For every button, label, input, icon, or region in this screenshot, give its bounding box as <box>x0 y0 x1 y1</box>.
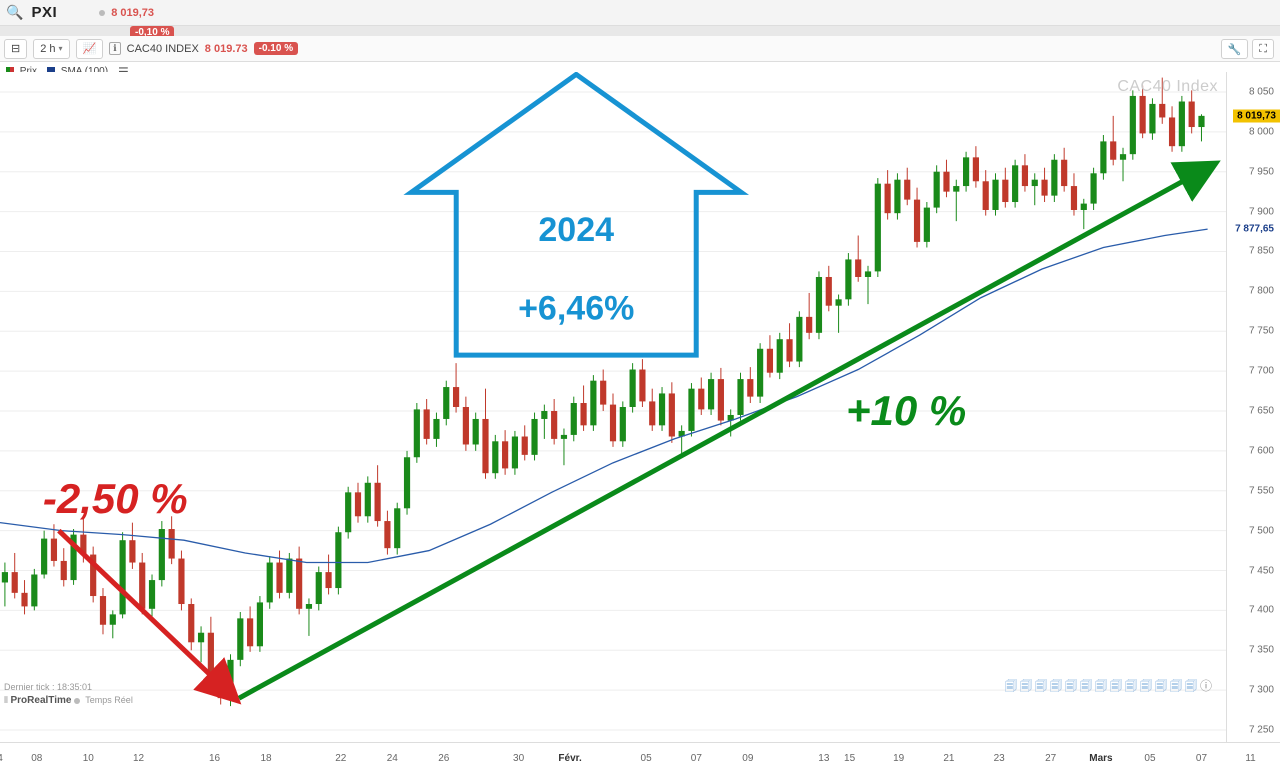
y-tick-label: 7 500 <box>1249 525 1274 536</box>
x-tick-label: 22 <box>335 753 346 764</box>
y-tick-label: 8 050 <box>1249 86 1274 97</box>
brand-label: ProRealTime <box>10 695 71 706</box>
x-tick-label: Févr. <box>558 753 581 764</box>
y-axis: 7 250 7 300 7 350 7 400 7 450 7 500 7 550 7 600… <box>1226 72 1280 742</box>
y-tick-label: 7 450 <box>1249 565 1274 576</box>
svg-text:2024: 2024 <box>538 211 614 249</box>
copy-icon[interactable]: 🗐 <box>1110 677 1122 698</box>
y-tick-label: 7 600 <box>1249 445 1274 456</box>
copy-icon[interactable]: 🗐 <box>1170 677 1182 698</box>
y-tick-label: 7 550 <box>1249 485 1274 496</box>
x-tick-label: 27 <box>1045 753 1056 764</box>
y-tick-label: 7 700 <box>1249 366 1274 377</box>
x-tick-label: 07 <box>1196 753 1207 764</box>
last-price: 8 019,73 <box>99 7 154 19</box>
ticker-symbol[interactable]: PXI <box>31 4 57 21</box>
y-tick-label: 7 800 <box>1249 286 1274 297</box>
x-tick-label: 18 <box>260 753 271 764</box>
x-tick-label: 16 <box>209 753 220 764</box>
index-pct-badge: -0.10 % <box>254 42 298 55</box>
info-icon[interactable]: ℹ <box>109 42 120 55</box>
x-tick-label: 30 <box>513 753 524 764</box>
x-tick-label: 11 <box>1245 753 1255 764</box>
info-icon[interactable]: ⓘ <box>1200 677 1212 698</box>
copy-icon[interactable]: 🗐 <box>1140 677 1152 698</box>
copy-icon[interactable]: 🗐 <box>1050 677 1062 698</box>
settings-button[interactable]: 🔧 <box>1221 39 1249 59</box>
y-tick-label: 8 000 <box>1249 126 1274 137</box>
search-icon[interactable]: 🔍 <box>6 4 23 21</box>
x-tick-label: Mars <box>1089 753 1112 764</box>
copy-icon[interactable]: 🗐 <box>1020 677 1032 698</box>
sma-price-marker: 7 877,65 <box>1235 224 1274 235</box>
x-tick-label: 12 <box>133 753 144 764</box>
x-tick-label: 10 <box>83 753 94 764</box>
current-price-marker: 8 019,73 <box>1233 110 1280 123</box>
copy-icon[interactable]: 🗐 <box>1035 677 1047 698</box>
timeframe-selector[interactable]: 2 h ▾ <box>33 39 69 59</box>
copy-icon[interactable]: 🗐 <box>1095 677 1107 698</box>
chart-area[interactable]: 2024+6,46% CAC40 Index 7 2507 3007 3507 … <box>0 72 1280 742</box>
copy-icon[interactable]: 🗐 <box>1065 677 1077 698</box>
y-tick-label: 7 400 <box>1249 605 1274 616</box>
copy-icon[interactable]: 🗐 <box>1185 677 1197 698</box>
chart-footer: Dernier tick : 18:35:01 ⦀ ProRealTime Te… <box>4 681 133 708</box>
y-tick-label: 7 650 <box>1249 405 1274 416</box>
y-tick-label: 7 950 <box>1249 166 1274 177</box>
copy-icon[interactable]: 🗐 <box>1125 677 1137 698</box>
chevron-down-icon: ▾ <box>59 44 63 53</box>
x-tick-label: 05 <box>1144 753 1155 764</box>
y-tick-label: 7 900 <box>1249 206 1274 217</box>
y-tick-label: 7 350 <box>1249 645 1274 656</box>
x-tick-label: 23 <box>994 753 1005 764</box>
x-tick-label: 09 <box>742 753 753 764</box>
last-price-value: 8 019,73 <box>111 7 154 19</box>
x-tick-label: 21 <box>943 753 954 764</box>
x-tick-label: 26 <box>438 753 449 764</box>
chart-toolbar: ⊟ 2 h ▾ 📈 ℹ CAC40 INDEX 8 019.73 -0.10 %… <box>0 36 1280 62</box>
maximize-button[interactable]: ⛶ <box>1252 39 1274 59</box>
x-tick-label: 13 <box>818 753 829 764</box>
svg-text:+6,46%: +6,46% <box>518 289 634 327</box>
index-name: CAC40 INDEX <box>127 43 199 55</box>
status-dot-icon <box>99 10 105 16</box>
bars-icon: ⦀ <box>4 695 8 705</box>
y-tick-label: 7 750 <box>1249 326 1274 337</box>
timeframe-label: 2 h <box>40 43 55 55</box>
copy-icon[interactable]: 🗐 <box>1155 677 1167 698</box>
mode-label: Temps Réel <box>85 695 133 705</box>
tick-time: 18:35:01 <box>57 682 92 692</box>
chart-canvas: 2024 +6,46% <box>0 72 1280 742</box>
x-tick-label: 24 <box>387 753 398 764</box>
tick-label: Dernier tick : <box>4 682 55 692</box>
status-dot-icon <box>74 698 80 704</box>
x-tick-label: 4 <box>0 753 3 764</box>
copy-icon[interactable]: 🗐 <box>1080 677 1092 698</box>
y-tick-label: 7 250 <box>1249 725 1274 736</box>
x-tick-label: 05 <box>641 753 652 764</box>
chart-mode-button[interactable]: ⊟ <box>4 39 27 59</box>
x-tick-label: 19 <box>893 753 904 764</box>
y-tick-label: 7 850 <box>1249 246 1274 257</box>
copy-icon-row: 🗐🗐 🗐🗐 🗐🗐 🗐🗐 🗐🗐 🗐🗐 🗐 ⓘ <box>1005 677 1212 698</box>
x-tick-label: 07 <box>691 753 702 764</box>
copy-icon[interactable]: 🗐 <box>1005 677 1017 698</box>
x-axis: 4 08 10 12 16 18 22 24 26 30 Févr. 05 07 09 13 15 19 21 23… <box>0 742 1280 772</box>
x-tick-label: 15 <box>844 753 855 764</box>
index-price: 8 019.73 <box>205 43 248 55</box>
x-tick-label: 08 <box>31 753 42 764</box>
chart-watermark: CAC40 Index <box>1117 78 1218 96</box>
y-tick-label: 7 300 <box>1249 685 1274 696</box>
header-bar: 🔍 PXI 8 019,73 <box>0 0 1280 26</box>
chart-type-button[interactable]: 📈 <box>76 39 104 59</box>
